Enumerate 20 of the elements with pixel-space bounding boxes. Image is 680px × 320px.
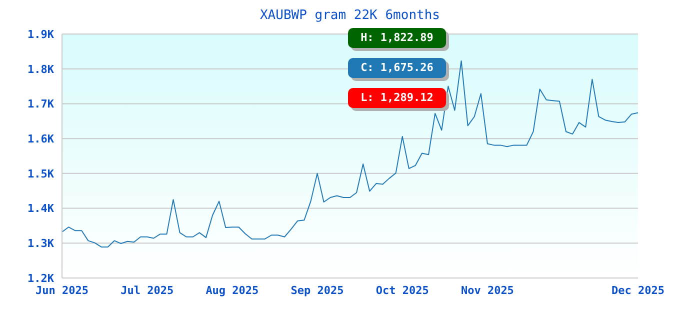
y-tick-label: 1.2K [28, 272, 54, 285]
y-tick-label: 1.5K [28, 167, 54, 180]
x-tick-label: Oct 2025 [376, 284, 429, 297]
y-tick-label: 1.8K [28, 62, 54, 76]
x-tick-label: Jul 2025 [120, 284, 174, 297]
x-tick-label: Dec 2025 [612, 284, 664, 297]
y-tick-label: 1.4K [28, 202, 54, 216]
annotation: L: 1,289.12 [348, 88, 446, 108]
x-tick-label: Sep 2025 [290, 284, 344, 297]
y-tick-label: 1.7K [28, 98, 54, 111]
annotation: C: 1,675.26 [348, 58, 446, 78]
x-tick-label: Aug 2025 [206, 284, 259, 297]
y-tick-label: 1.3K [28, 237, 54, 250]
chart-title: XAUBWP gram 22K 6months [258, 8, 441, 23]
y-tick-label: 1.6K [28, 132, 54, 146]
annotation: H: 1,822.89 [348, 28, 446, 48]
y-tick-label: 1.9K [28, 28, 54, 41]
x-tick-label: Jun 2025 [36, 284, 88, 297]
line-series [62, 60, 638, 248]
x-tick-label: Nov 2025 [460, 284, 514, 297]
